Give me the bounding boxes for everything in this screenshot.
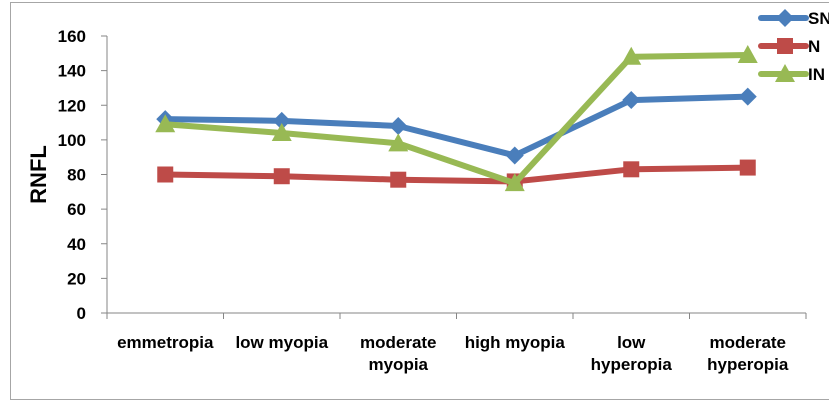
series-line-in xyxy=(162,52,751,187)
series-in xyxy=(155,45,758,192)
y-tick-label: 0 xyxy=(77,304,86,323)
y-tick-label: 100 xyxy=(58,131,86,150)
data-point-n xyxy=(739,159,756,176)
y-tick-label: 40 xyxy=(67,235,86,254)
x-axis-ticks: emmetropia low myopia moderate myopia high m… xyxy=(106,313,807,374)
data-point-in xyxy=(504,173,525,192)
data-point-in xyxy=(388,133,409,152)
data-point-sn xyxy=(272,111,291,130)
data-point-in xyxy=(155,114,176,133)
legend-item-in: IN xyxy=(758,64,825,84)
chart-frame xyxy=(10,2,829,400)
x-tick-label: moderate hyperopia xyxy=(707,333,789,374)
series-line-n xyxy=(162,164,751,185)
x-tick-label: low hyperopia xyxy=(591,333,673,374)
data-point-in xyxy=(271,122,292,141)
data-point-in xyxy=(737,45,758,64)
legend-item-sn: SN xyxy=(758,9,829,28)
legend-label-in: IN xyxy=(808,65,825,84)
legend-marker-sn xyxy=(776,9,794,27)
data-point-n xyxy=(390,171,407,188)
data-point-n xyxy=(273,168,290,185)
y-tick-label: 140 xyxy=(58,62,86,81)
x-tick-label: emmetropia xyxy=(117,333,214,352)
data-point-sn xyxy=(389,117,408,136)
x-tick-label: low myopia xyxy=(235,333,328,352)
series-layer xyxy=(155,45,758,192)
legend-marker-n xyxy=(777,38,793,54)
y-tick-label: 60 xyxy=(67,200,86,219)
y-tick-label: 20 xyxy=(67,269,86,288)
data-point-sn xyxy=(738,87,757,106)
data-point-sn xyxy=(505,146,524,165)
data-point-n xyxy=(157,166,174,183)
x-tick-label: high myopia xyxy=(465,333,566,352)
legend: SN N IN xyxy=(758,9,829,84)
x-tick-label: moderate myopia xyxy=(360,333,437,374)
series-n xyxy=(157,159,756,190)
y-tick-label: 80 xyxy=(67,166,86,185)
series-sn xyxy=(156,87,757,165)
data-point-sn xyxy=(622,91,641,110)
legend-marker-in xyxy=(775,64,795,82)
legend-item-n: N xyxy=(758,37,820,56)
y-tick-label: 120 xyxy=(58,96,86,115)
legend-label-n: N xyxy=(808,37,820,56)
y-tick-label: 160 xyxy=(58,27,86,46)
legend-label-sn: SN xyxy=(808,9,829,28)
y-axis-label: RNFL xyxy=(26,145,51,204)
data-point-n xyxy=(623,161,640,178)
data-point-in xyxy=(621,46,642,65)
y-axis-ticks: 0 20 40 60 80 100 120 140 160 xyxy=(58,27,107,323)
series-line-sn xyxy=(162,93,751,159)
